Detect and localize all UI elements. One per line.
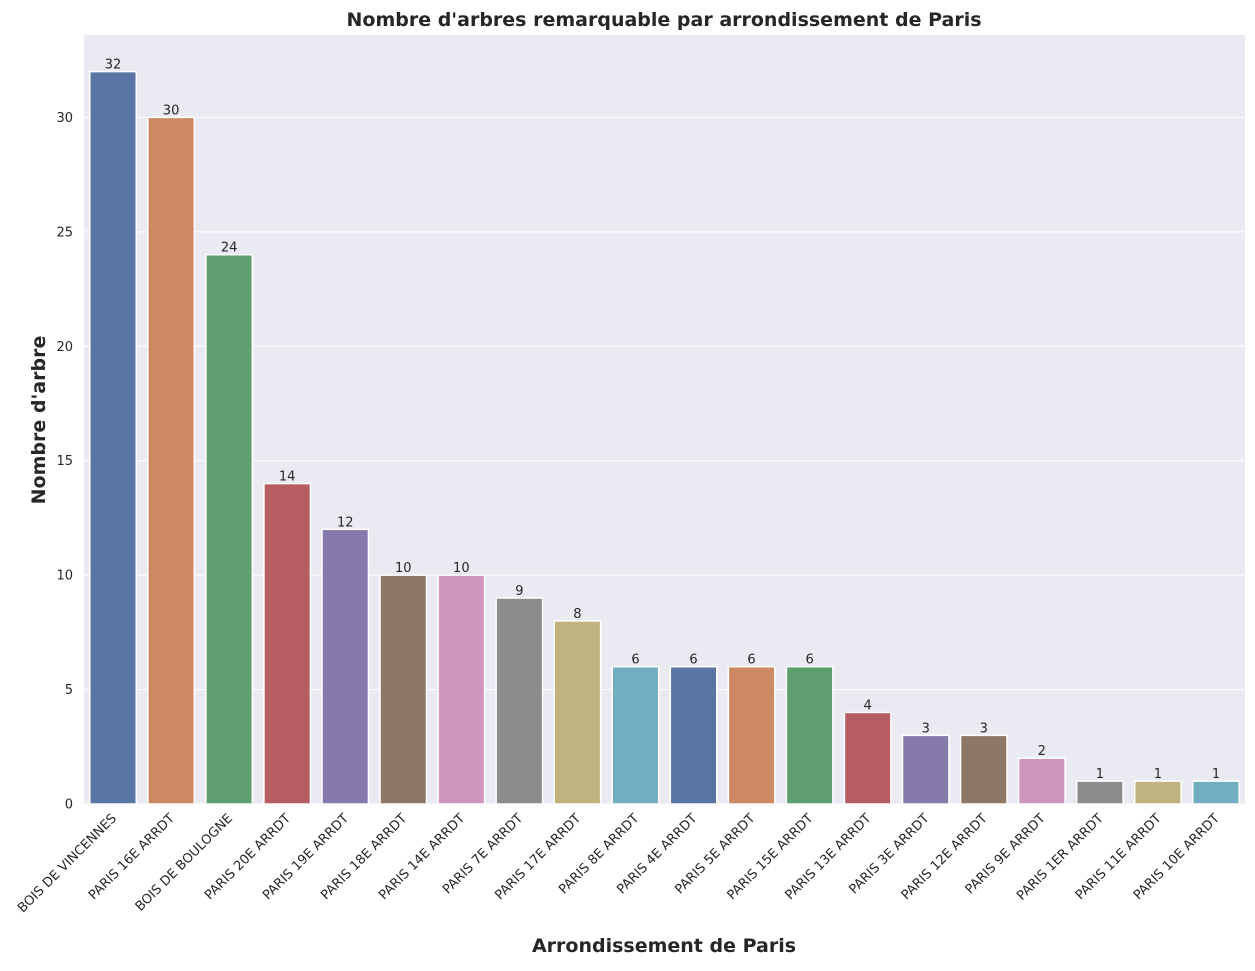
x-tick-label: BOIS DE BOULOGNE (133, 811, 236, 914)
y-tick-label: 10 (56, 569, 73, 584)
bar (1192, 780, 1240, 805)
y-tick-labels: 0 5 10 15 20 25 30 (56, 111, 73, 813)
bar (89, 70, 137, 805)
bar (553, 620, 602, 805)
bar (611, 665, 660, 805)
plot-background (84, 35, 1245, 804)
bar-value-label: 10 (395, 561, 412, 576)
bar (321, 528, 370, 805)
bar (379, 574, 428, 805)
bar-value-label: 12 (337, 515, 354, 530)
bar-value-label: 6 (747, 653, 755, 668)
y-tick-label: 0 (65, 798, 73, 813)
x-axis-label: Arrondissement de Paris (532, 935, 796, 957)
y-tick-label: 20 (56, 340, 73, 355)
y-tick-label: 25 (56, 225, 73, 240)
bar-value-label: 6 (631, 653, 639, 668)
chart-title: Nombre d'arbres remarquable par arrondis… (346, 9, 981, 31)
bar-value-label: 1 (1096, 767, 1104, 782)
bar (959, 734, 1008, 805)
y-axis-label: Nombre d'arbre (28, 336, 50, 505)
bar-value-label: 3 (922, 721, 930, 736)
x-tick-label: BOIS DE VINCENNES (15, 811, 120, 916)
bar (901, 734, 950, 805)
bar-value-label: 1 (1212, 767, 1220, 782)
bar (843, 711, 892, 805)
bar (147, 116, 196, 805)
bar-value-label: 6 (805, 653, 813, 668)
bar-value-label: 14 (279, 470, 296, 485)
bar (205, 253, 254, 805)
bar (1075, 780, 1124, 805)
bar (785, 665, 834, 805)
bar-value-label: 2 (1038, 744, 1046, 759)
bar-value-label: 8 (573, 607, 581, 622)
bar (437, 574, 486, 805)
bar-value-label: 6 (689, 653, 697, 668)
bar-value-label: 32 (105, 58, 122, 73)
y-tick-label: 30 (56, 111, 73, 126)
bar (727, 665, 776, 805)
bars (89, 70, 1240, 805)
bar-value-label: 3 (980, 721, 988, 736)
bar-value-label: 10 (453, 561, 470, 576)
bar (495, 597, 544, 805)
bar-value-label: 24 (221, 241, 238, 256)
bar-value-label: 1 (1154, 767, 1162, 782)
y-tick-label: 15 (56, 454, 73, 469)
bar (1133, 780, 1182, 805)
bar (1017, 757, 1066, 805)
bar (263, 482, 312, 805)
bar-value-label: 4 (864, 698, 872, 713)
bar (669, 665, 718, 805)
y-tick-label: 5 (65, 683, 73, 698)
bar-value-label: 9 (515, 584, 523, 599)
bar-value-label: 30 (163, 103, 180, 118)
